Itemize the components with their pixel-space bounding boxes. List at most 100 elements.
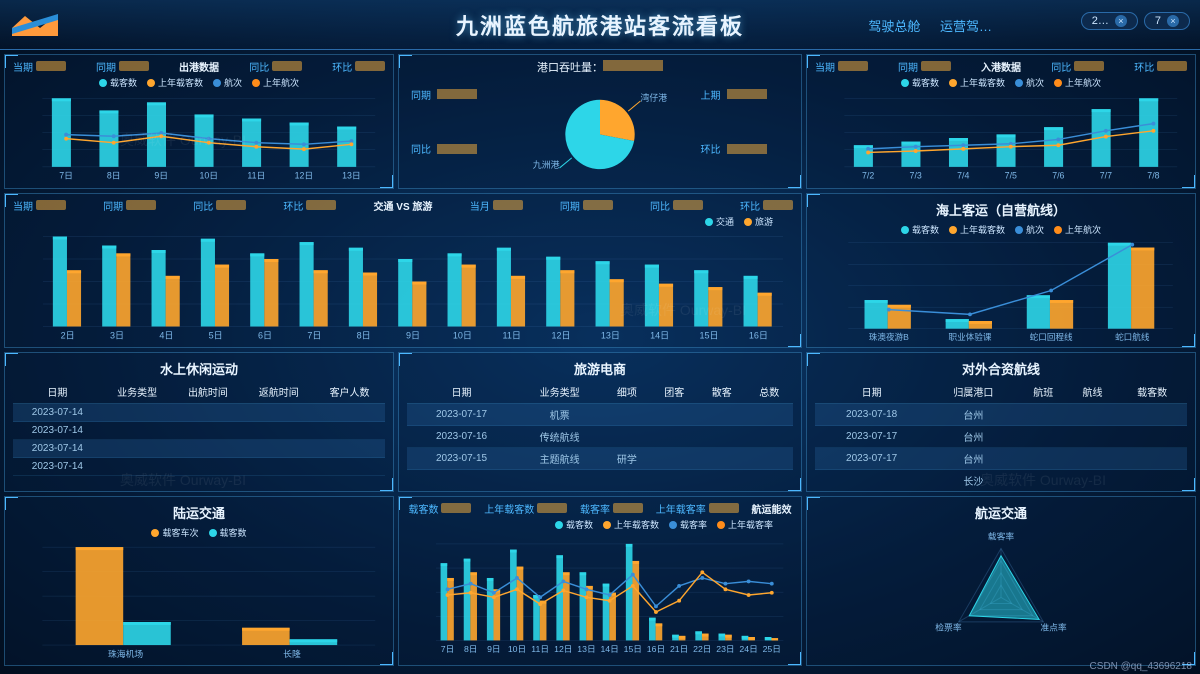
svg-text:15日: 15日 bbox=[699, 331, 718, 341]
eff-legend: 载客数上年载客数载客率上年载客率 bbox=[407, 518, 773, 531]
svg-text:2日: 2日 bbox=[61, 331, 75, 341]
tt-legend: 交通旅游 bbox=[13, 215, 773, 228]
land-title: 陆运交通 bbox=[13, 503, 385, 522]
svg-text:13日: 13日 bbox=[601, 331, 620, 341]
svg-text:7/5: 7/5 bbox=[1005, 171, 1017, 181]
svg-text:蛇口航线: 蛇口航线 bbox=[1115, 331, 1150, 342]
svg-text:8日: 8日 bbox=[464, 644, 478, 654]
svg-text:21日: 21日 bbox=[670, 644, 688, 654]
svg-text:11日: 11日 bbox=[247, 171, 265, 181]
nav-ops[interactable]: 运营驾… bbox=[940, 19, 992, 34]
svg-text:25日: 25日 bbox=[763, 644, 781, 654]
svg-text:8日: 8日 bbox=[107, 171, 121, 181]
top-controls: 2…× 7× bbox=[1081, 12, 1190, 30]
arrival-metrics: 当期 同期 入港数据 同比 环比 bbox=[815, 59, 1187, 74]
tt-metrics: 当期 同期 同比 环比 交通 VS 旅游 当月 同期 同比 环比 bbox=[13, 198, 793, 213]
svg-text:3日: 3日 bbox=[110, 331, 124, 341]
arrival-chart: 7/27/37/47/57/67/77/8 bbox=[815, 91, 1187, 184]
svg-text:7日: 7日 bbox=[59, 171, 73, 181]
svg-text:7/8: 7/8 bbox=[1147, 171, 1159, 181]
svg-text:11日: 11日 bbox=[502, 331, 520, 341]
logo bbox=[10, 8, 60, 38]
pill-2[interactable]: 7× bbox=[1144, 12, 1190, 30]
panel-shipping-transport: 航运交通 载客率准点率检票率 bbox=[806, 496, 1196, 666]
svg-text:7/7: 7/7 bbox=[1100, 171, 1112, 181]
svg-text:14日: 14日 bbox=[600, 644, 618, 654]
jv-table: 日期归属港口航班航线载客数2023-07-18台州2023-07-17台州202… bbox=[815, 380, 1187, 492]
departure-chart: 7日8日9日10日11日12日13日 bbox=[13, 91, 385, 184]
svg-text:15日: 15日 bbox=[624, 644, 642, 654]
svg-text:7日: 7日 bbox=[307, 331, 321, 341]
eff-metrics: 载客数 上年载客数 载客率 上年载客率 航运能效 bbox=[407, 501, 793, 516]
svg-text:7/2: 7/2 bbox=[862, 171, 874, 181]
departure-title: 出港数据 bbox=[179, 59, 219, 74]
ecom-table: 日期业务类型细项团客散客总数2023-07-17机票2023-07-16传统航线… bbox=[407, 380, 793, 470]
arrival-title: 入港数据 bbox=[981, 59, 1021, 74]
svg-text:珠海机场: 珠海机场 bbox=[108, 648, 143, 659]
svg-text:珠澳夜游B: 珠澳夜游B bbox=[869, 331, 909, 342]
svg-text:长隆: 长隆 bbox=[283, 648, 301, 659]
svg-text:13日: 13日 bbox=[342, 171, 361, 181]
radar-chart: 载客率准点率检票率 bbox=[901, 524, 1101, 661]
eff-title: 航运能效 bbox=[751, 501, 791, 516]
panel-jv-routes: 对外合资航线 日期归属港口航班航线载客数2023-07-18台州2023-07-… bbox=[806, 352, 1196, 492]
svg-text:4日: 4日 bbox=[159, 331, 173, 341]
panel-shipping-eff: 载客数 上年载客数 载客率 上年载客率 航运能效 载客数上年载客数载客率上年载客… bbox=[398, 496, 802, 666]
arrival-legend: 载客数上年载客数航次上年航次 bbox=[815, 76, 1187, 89]
panel-water-leisure: 水上休闲运动 日期业务类型出航时间返航时间客户人数2023-07-142023-… bbox=[4, 352, 394, 492]
svg-text:7/3: 7/3 bbox=[910, 171, 922, 181]
panel-arrival: 当期 同期 入港数据 同比 环比 载客数上年载客数航次上年航次 7/2 7/3 7/… bbox=[806, 54, 1196, 189]
svg-text:9日: 9日 bbox=[406, 331, 420, 341]
svg-text:16日: 16日 bbox=[647, 644, 665, 654]
panel-sea-passenger: 海上客运（自营航线） 载客数上年载客数航次上年航次 珠澳夜游B 职业体验课 蛇口回程… bbox=[806, 193, 1196, 348]
svg-text:职业体验课: 职业体验课 bbox=[949, 331, 992, 342]
svg-text:准点率: 准点率 bbox=[1040, 622, 1067, 633]
svg-text:12日: 12日 bbox=[554, 644, 572, 654]
sea-title: 海上客运（自营航线） bbox=[815, 200, 1187, 219]
ecom-title: 旅游电商 bbox=[407, 359, 793, 378]
svg-text:6日: 6日 bbox=[258, 331, 272, 341]
jv-title: 对外合资航线 bbox=[815, 359, 1187, 378]
svg-text:蛇口回程线: 蛇口回程线 bbox=[1030, 331, 1073, 342]
radar-title: 航运交通 bbox=[975, 503, 1027, 522]
svg-text:14日: 14日 bbox=[650, 331, 669, 341]
panel-departure: 当期 同期 出港数据 同比 环比 载客数上年载客数航次上年航次 7日 8日 9日 10… bbox=[4, 54, 394, 189]
svg-text:16日: 16日 bbox=[749, 331, 768, 341]
panel-throughput: 同期 同比 港口吞吐量： 湾仔港九洲港 上期 环比 bbox=[398, 54, 802, 189]
svg-text:22日: 22日 bbox=[693, 644, 711, 654]
svg-text:7日: 7日 bbox=[441, 644, 455, 654]
svg-text:9日: 9日 bbox=[487, 644, 501, 654]
departure-legend: 载客数上年载客数航次上年航次 bbox=[13, 76, 385, 89]
throughput-pie: 湾仔港九洲港 bbox=[520, 75, 680, 184]
close-icon[interactable]: × bbox=[1115, 15, 1127, 27]
svg-text:9日: 9日 bbox=[154, 171, 168, 181]
departure-metrics: 当期 同期 出港数据 同比 环比 bbox=[13, 59, 385, 74]
land-legend: 载客车次载客数 bbox=[13, 526, 385, 539]
pill-1[interactable]: 2…× bbox=[1081, 12, 1138, 30]
svg-text:5日: 5日 bbox=[209, 331, 223, 341]
nav-cockpit[interactable]: 驾驶总舱 bbox=[868, 19, 920, 34]
panel-tourism-ecom: 旅游电商 日期业务类型细项团客散客总数2023-07-17机票2023-07-1… bbox=[398, 352, 802, 492]
tt-title: 交通 VS 旅游 bbox=[374, 198, 433, 213]
close-icon[interactable]: × bbox=[1167, 15, 1179, 27]
svg-text:23日: 23日 bbox=[716, 644, 734, 654]
sea-legend: 载客数上年载客数航次上年航次 bbox=[815, 223, 1187, 236]
footer-watermark: CSDN @qq_43696218 bbox=[1090, 661, 1192, 672]
svg-text:载客率: 载客率 bbox=[988, 531, 1015, 542]
svg-text:24日: 24日 bbox=[739, 644, 757, 654]
tt-chart: 2日 3日 4日 5日 6日 7日 8日 9日 10日 11日 12日 13日 14日 15日 16日 bbox=[13, 230, 793, 343]
throughput-title: 港口吞吐量： bbox=[537, 62, 603, 74]
svg-text:10日: 10日 bbox=[508, 644, 526, 654]
svg-text:10日: 10日 bbox=[453, 331, 472, 341]
svg-text:九洲港: 九洲港 bbox=[533, 159, 560, 170]
svg-text:8日: 8日 bbox=[357, 331, 371, 341]
svg-text:12日: 12日 bbox=[551, 331, 570, 341]
svg-text:湾仔港: 湾仔港 bbox=[640, 92, 667, 103]
svg-text:13日: 13日 bbox=[577, 644, 595, 654]
panel-traffic-tourism: 当期 同期 同比 环比 交通 VS 旅游 当月 同期 同比 环比 交通旅游 2日… bbox=[4, 193, 802, 348]
land-chart: 珠海机场 长隆 bbox=[13, 541, 385, 661]
water-table: 日期业务类型出航时间返航时间客户人数2023-07-142023-07-1420… bbox=[13, 380, 385, 476]
svg-text:7/6: 7/6 bbox=[1052, 171, 1064, 181]
svg-text:11日: 11日 bbox=[531, 644, 549, 654]
svg-text:10日: 10日 bbox=[199, 171, 218, 181]
